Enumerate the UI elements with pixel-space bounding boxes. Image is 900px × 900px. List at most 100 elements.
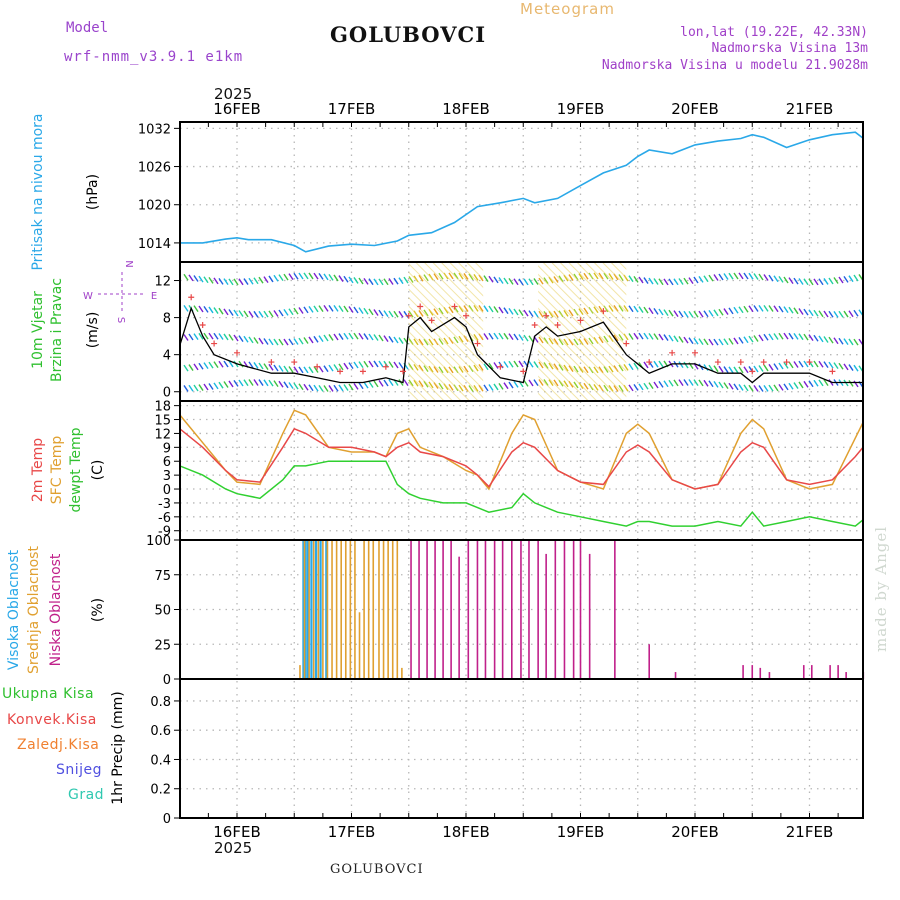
- wind-barb: [363, 307, 369, 315]
- wind-barb: [183, 364, 189, 372]
- wind-barb: [228, 334, 234, 341]
- wind-barb: [233, 334, 239, 342]
- wind-barb: [313, 384, 319, 392]
- wind-barb: [228, 309, 234, 316]
- wind-barb: [243, 278, 249, 285]
- wind-barb: [853, 364, 859, 372]
- gust-marker: [554, 322, 561, 329]
- wind-barb: [313, 272, 319, 280]
- wind-barb: [288, 382, 294, 389]
- wind-barb: [313, 305, 319, 313]
- wind-barb: [658, 308, 664, 316]
- wind-barb: [398, 362, 404, 369]
- wind-barb: [838, 362, 844, 370]
- wind-barb: [333, 274, 339, 282]
- wind-barb: [358, 332, 364, 340]
- wind-barb: [218, 307, 224, 315]
- model-label: Model: [66, 20, 109, 36]
- precip-legend-item: Konvek.Kisa: [7, 712, 97, 728]
- wind-barb: [498, 382, 504, 390]
- wind-barb: [813, 334, 819, 342]
- wind-barb: [243, 335, 249, 343]
- wind-barb: [253, 277, 259, 285]
- wind-barb: [208, 383, 214, 390]
- wind-barb: [253, 310, 259, 318]
- wind-barb: [638, 276, 644, 284]
- wind-barb: [388, 379, 394, 387]
- wind-barb: [638, 332, 644, 340]
- wind-barb: [353, 332, 359, 340]
- wind-barb: [288, 273, 294, 281]
- wind-barb: [788, 382, 794, 390]
- wind-barb: [663, 278, 669, 286]
- wind-barb: [713, 338, 719, 346]
- y-tick-label: 6: [163, 455, 171, 470]
- wind-barb: [348, 383, 354, 391]
- wind-barb: [808, 380, 814, 388]
- wind-barb: [853, 274, 859, 282]
- wind-barb: [728, 366, 734, 374]
- dewpt-line: [180, 460, 863, 527]
- wind-barb: [373, 334, 379, 341]
- wind-barb: [833, 362, 839, 370]
- wind-barb: [368, 333, 374, 341]
- wind-barb: [403, 379, 409, 386]
- wind-barb: [483, 275, 489, 283]
- y-tick-label: 0.8: [150, 695, 171, 710]
- wind-barb: [508, 360, 514, 368]
- gust-marker: [382, 363, 389, 370]
- year-top: 2025: [214, 85, 253, 103]
- precip-legend-item: Snijeg: [56, 762, 102, 778]
- wind-barb: [223, 360, 229, 368]
- wind-barb: [283, 309, 289, 316]
- wind-barb: [343, 384, 349, 391]
- gust-marker: [806, 359, 813, 366]
- wind-barb: [298, 337, 304, 345]
- gust-marker: [669, 349, 676, 356]
- wind-barb: [653, 278, 659, 285]
- wind-barb: [378, 309, 384, 317]
- wind-barb: [193, 305, 199, 313]
- wind-barb: [518, 309, 524, 316]
- y-tick-label: 75: [154, 569, 171, 584]
- wind-barb: [198, 305, 204, 313]
- wind-barb: [503, 307, 509, 315]
- wind-barb: [823, 310, 829, 318]
- wind-barb: [768, 384, 774, 392]
- wind-barb: [248, 379, 254, 386]
- wind-barb: [188, 364, 194, 371]
- wind-barb: [753, 335, 759, 342]
- wind-barb: [693, 310, 699, 318]
- date-label-top: 18FEB: [442, 100, 489, 118]
- wind-barb: [503, 277, 509, 285]
- wind-barb: [363, 333, 369, 340]
- wind-barb: [788, 306, 794, 314]
- gust-marker: [714, 359, 721, 366]
- precip-legend-item: Zaledj.Kisa: [17, 737, 99, 753]
- wind-barb: [678, 278, 684, 285]
- panel-frame: [179, 400, 864, 541]
- wind-barb: [303, 366, 309, 374]
- wind-barb: [318, 273, 324, 280]
- y-tick-label: 18: [154, 400, 171, 415]
- wind-barb: [263, 310, 269, 318]
- wind-barb: [383, 278, 389, 286]
- wind-barb: [393, 361, 399, 369]
- wind-barb: [493, 332, 499, 340]
- wind-barb: [643, 382, 649, 390]
- wind-barb: [643, 361, 649, 369]
- wind-barb: [258, 337, 264, 345]
- date-label-top: 20FEB: [671, 100, 718, 118]
- wind-barb: [743, 384, 749, 392]
- wind-barb: [833, 337, 839, 345]
- wind-barb: [723, 382, 729, 390]
- wind-barb: [303, 337, 309, 344]
- wind-barb: [628, 384, 634, 392]
- wind-barb: [203, 383, 209, 391]
- wind-barb: [783, 306, 789, 313]
- wind-label-1: 10m Vjetar: [30, 291, 46, 369]
- footer-station: GOLUBOVCI: [330, 862, 424, 877]
- y-tick-label: 50: [154, 604, 171, 619]
- wind-barb: [823, 278, 829, 285]
